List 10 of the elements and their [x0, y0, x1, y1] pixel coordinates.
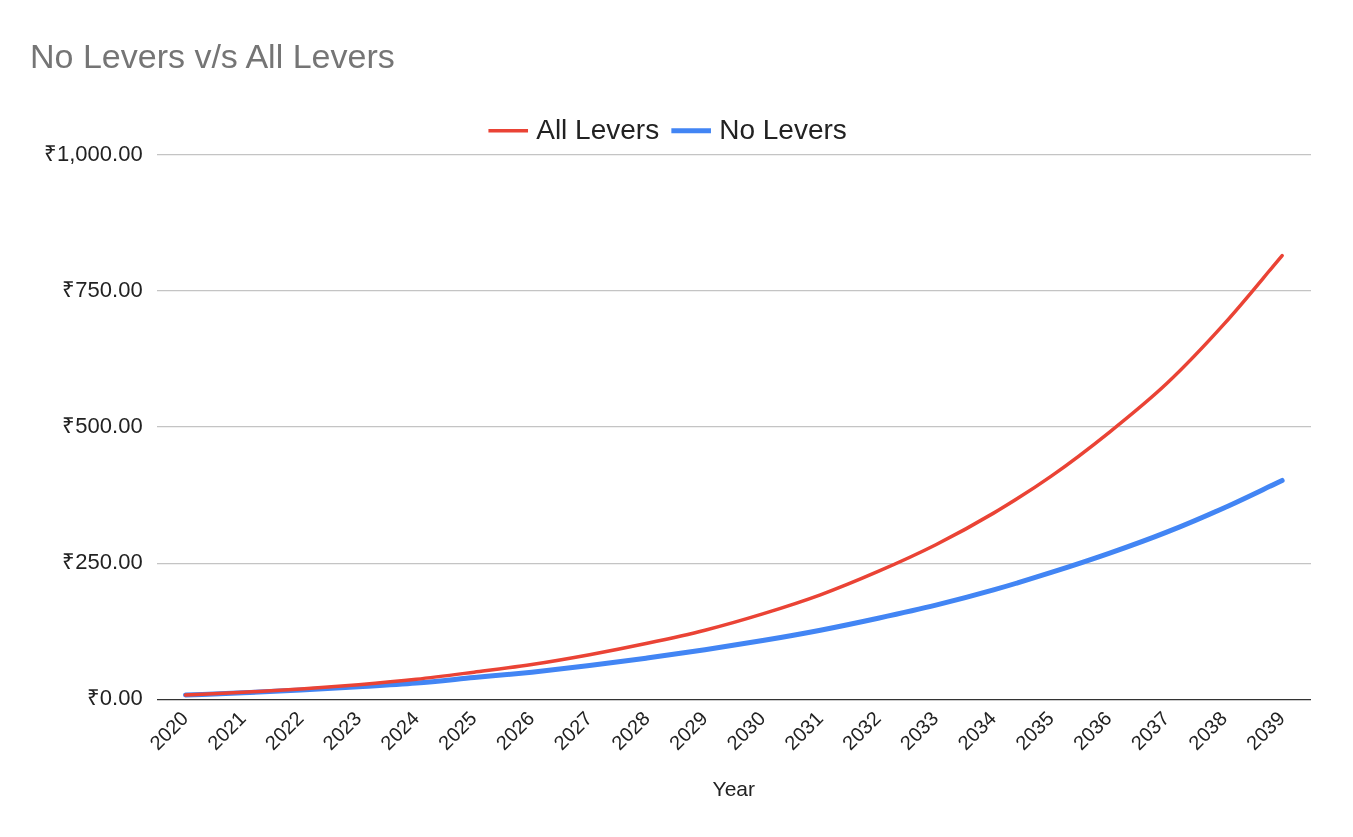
y-tick-label: ₹250.00	[62, 549, 143, 575]
y-tick-label: ₹500.00	[62, 413, 143, 439]
line-series	[183, 253, 1284, 697]
y-tick-label: ₹0.00	[86, 685, 143, 711]
y-tick-label: ₹750.00	[62, 277, 143, 302]
y-tick-label: ₹1,000.00	[44, 140, 143, 166]
chart-title: No Levers v/s All Levers	[30, 36, 395, 75]
legend-label: No Levers	[719, 113, 847, 145]
legend-label: All Levers	[536, 113, 660, 145]
x-axis-title: Year	[712, 777, 756, 801]
